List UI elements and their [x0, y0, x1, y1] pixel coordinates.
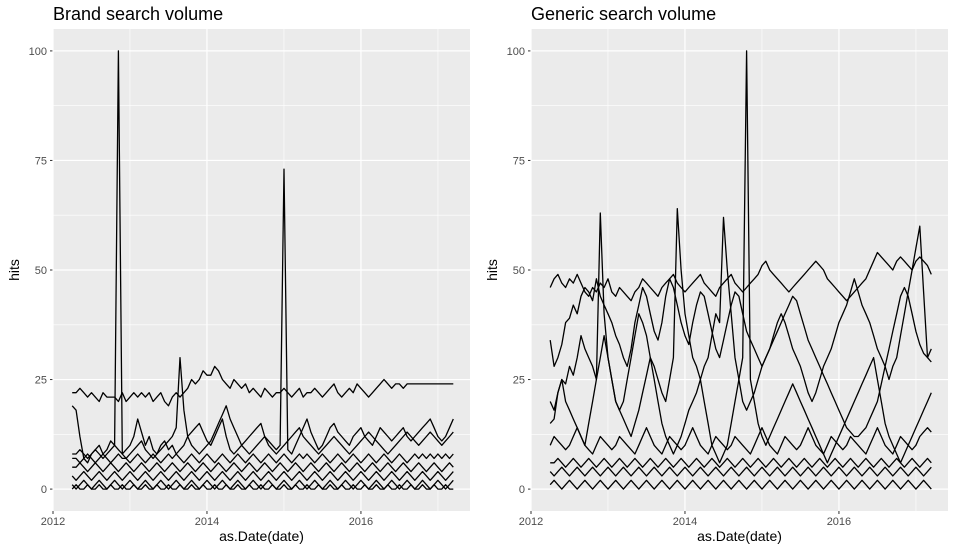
y-tick-label: 0: [519, 484, 525, 496]
y-tick-label: 75: [35, 155, 47, 167]
chart-title: Brand search volume: [53, 4, 224, 24]
y-tick-label: 50: [35, 265, 47, 277]
y-axis-title: hits: [6, 259, 22, 281]
y-tick-label: 50: [513, 265, 525, 277]
series-line: [549, 479, 932, 490]
x-tick-label: 2014: [195, 516, 219, 528]
series-line: [549, 427, 932, 455]
generic-chart-panel: Generic search volume 0 25 50 75 100 2012 2014…: [478, 0, 955, 552]
x-axis-title: as.Date(date): [219, 528, 304, 544]
series-line: [72, 462, 454, 473]
series-line: [71, 470, 454, 481]
series-line: [550, 457, 932, 468]
brand-chart-svg: 0 25 50 75 100 2012 2014 2016 as.Date(date) hits: [6, 29, 470, 544]
x-tick-label: 2012: [519, 516, 543, 528]
x-tick-label: 2012: [41, 516, 65, 528]
y-tick-label: 100: [507, 46, 525, 58]
series-line: [71, 484, 454, 490]
series-line: [549, 278, 932, 438]
generic-chart-svg: 0 25 50 75 100 2012 2014 2016 as.Date(date) hits: [484, 29, 948, 544]
x-tick-label: 2014: [673, 516, 697, 528]
y-tick-label: 0: [41, 484, 47, 496]
series-line: [72, 453, 454, 464]
series-line: [72, 365, 454, 407]
y-tick-label: 25: [513, 375, 525, 387]
brand-chart-panel: Brand search volume 0 25 50 75 100 2012 2014 20…: [6, 4, 470, 544]
x-axis-title: as.Date(date): [697, 528, 782, 544]
series-line: [549, 50, 932, 464]
y-tick-label: 100: [29, 46, 47, 58]
series-line: [549, 251, 932, 302]
y-axis-title: hits: [484, 259, 500, 281]
x-tick-label: 2016: [827, 516, 851, 528]
y-tick-label: 25: [35, 375, 47, 387]
x-tick-label: 2016: [349, 516, 373, 528]
chart-title: Generic search volume: [531, 4, 717, 24]
series-line: [71, 50, 454, 464]
series-line: [549, 466, 932, 477]
y-tick-label: 75: [513, 155, 525, 167]
series-line: [72, 356, 454, 460]
